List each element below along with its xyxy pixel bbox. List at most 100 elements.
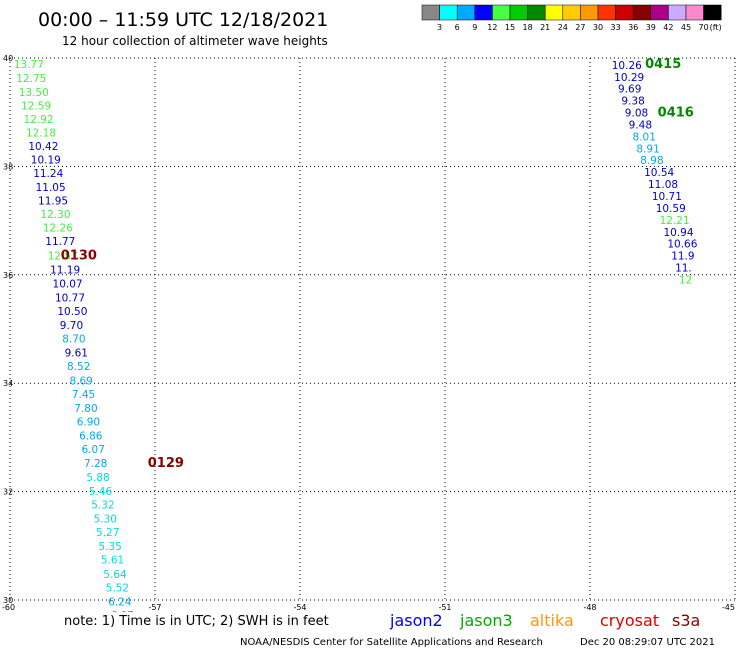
colorbar-swatch <box>439 4 458 21</box>
wave-height-value: 11.24 <box>33 168 63 180</box>
colorbar-tick: 24 <box>558 23 568 32</box>
wave-height-value: 11.08 <box>648 179 678 191</box>
colorbar-tick: 33 <box>611 23 621 32</box>
wave-height-value: 8.69 <box>69 375 92 387</box>
wave-height-value: 8.01 <box>115 638 138 650</box>
wave-height-value: 10.71 <box>652 191 682 203</box>
legend-altika: altika <box>530 611 574 630</box>
colorbar-tick: 30 <box>593 23 603 32</box>
colorbar: 3 6 9 12 15 18 21 24 27 30 33 36 39 42 45 70 (ft) <box>421 4 722 32</box>
wave-height-value: 10.59 <box>656 203 686 215</box>
wave-height-value: 11.77 <box>45 236 75 248</box>
colorbar-tick: 70 <box>699 23 709 32</box>
wave-height-value: 5.32 <box>91 499 114 511</box>
wave-height-value: 5.27 <box>96 527 119 539</box>
colorbar-swatch <box>492 4 511 21</box>
wave-height-value: 5.35 <box>98 541 121 553</box>
wave-height-value: 11.95 <box>38 195 68 207</box>
colorbar-swatch <box>509 4 528 21</box>
colorbar-swatch <box>421 4 440 21</box>
colorbar-tick: 15 <box>505 23 515 32</box>
wave-height-value: 10.54 <box>644 167 674 179</box>
x-tick-label: -48 <box>583 603 596 612</box>
y-tick-label: 30 <box>3 596 13 605</box>
wave-height-value: 9.70 <box>60 320 83 332</box>
wave-height-value: 6.86 <box>79 431 103 443</box>
colorbar-swatch <box>527 4 546 21</box>
footer-note: note: 1) Time is in UTC; 2) SWH is in fe… <box>64 614 329 629</box>
pass-label: 0416 <box>658 106 694 121</box>
x-tick-label: -54 <box>293 603 306 612</box>
wave-height-value: 10.66 <box>667 239 697 251</box>
wave-height-value: 13.50 <box>19 87 49 99</box>
colorbar-tick: 45 <box>681 23 691 32</box>
wave-height-value: 6.24 <box>108 596 132 608</box>
x-tick-label: -51 <box>438 603 451 612</box>
colorbar-swatch <box>685 4 704 21</box>
wave-height-value: 7.28 <box>84 458 107 470</box>
colorbar-swatch <box>580 4 599 21</box>
x-tick-label: -60 <box>2 603 15 612</box>
wave-height-value: 8.91 <box>636 143 659 155</box>
colorbar-swatch <box>597 4 616 21</box>
y-tick-label: 36 <box>3 271 13 280</box>
legend-jason2: jason2 <box>389 611 443 630</box>
y-tick-label: 38 <box>3 162 13 171</box>
chart-subtitle: 12 hour collection of altimeter wave hei… <box>62 34 328 48</box>
wave-height-value: 11. <box>675 263 692 275</box>
colorbar-tick: 3 <box>437 23 442 32</box>
satellite-legend: jason2 jason3 altika cryosat s3a <box>389 611 700 630</box>
y-tick-label: 34 <box>3 379 13 388</box>
wave-height-value: 5.61 <box>101 555 124 567</box>
wave-height-value: 12.92 <box>24 114 54 126</box>
colorbar-tick: 42 <box>663 23 673 32</box>
legend-jason3: jason3 <box>459 611 513 630</box>
map-grid <box>9 57 736 601</box>
wave-height-value: 12.57 <box>48 251 78 263</box>
colorbar-tick: 12 <box>487 23 497 32</box>
wave-height-value: 9.48 <box>629 119 652 131</box>
footer-timestamp: Dec 20 08:29:07 UTC 2021 <box>580 637 715 648</box>
pass-label: 0129 <box>148 456 184 471</box>
wave-height-value: 12.59 <box>21 100 51 112</box>
colorbar-swatch <box>474 4 493 21</box>
colorbar-tick: 9 <box>472 23 477 32</box>
colorbar-swatch <box>632 4 652 21</box>
pass-label: 0128 <box>189 636 225 650</box>
wave-height-value: 8.70 <box>62 334 85 346</box>
colorbar-swatch <box>668 4 687 21</box>
wave-height-value: 10.29 <box>614 72 644 84</box>
colorbar-swatch <box>650 4 669 21</box>
wave-height-value: 11.05 <box>36 182 66 194</box>
wave-height-value: 7.45 <box>72 389 95 401</box>
wave-height-value: 10.07 <box>53 278 83 290</box>
legend-s3a: s3a <box>672 611 700 630</box>
wave-height-value: 9.38 <box>621 96 644 108</box>
pass-label: 0415 <box>645 57 681 72</box>
wave-height-value: 10.77 <box>55 292 85 304</box>
wave-height-value: 6.90 <box>77 416 100 428</box>
wave-height-value: 9.61 <box>65 348 88 360</box>
wave-height-value: 12.21 <box>660 215 690 227</box>
wave-height-value: 12.18 <box>26 128 56 140</box>
wave-height-value: 12.30 <box>40 209 70 221</box>
axis-ticks: 30 32 34 36 38 40 -60 -57 -54 -51 -48 -45 <box>2 54 735 612</box>
colorbar-tick: 36 <box>628 23 638 32</box>
wave-height-value: 5.64 <box>103 569 127 581</box>
colorbar-tick: 6 <box>455 23 460 32</box>
wave-height-value: 12 <box>679 274 692 286</box>
colorbar-tick: 39 <box>646 23 656 32</box>
colorbar-tick: 21 <box>540 23 550 32</box>
wave-height-value: 10.94 <box>663 227 693 239</box>
wave-height-value: 5.46 <box>89 486 113 498</box>
wave-height-value: 12.75 <box>16 73 46 85</box>
legend-cryosat: cryosat <box>600 611 659 630</box>
wave-height-value: 8.98 <box>640 155 663 167</box>
colorbar-unit: (ft) <box>710 23 722 32</box>
wave-height-value: 11.19 <box>50 265 80 277</box>
wave-height-value: 5.30 <box>94 513 117 525</box>
y-tick-label: 40 <box>3 54 13 63</box>
colorbar-swatch <box>544 4 564 21</box>
chart-title: 00:00 – 11:59 UTC 12/18/2021 <box>38 9 328 31</box>
